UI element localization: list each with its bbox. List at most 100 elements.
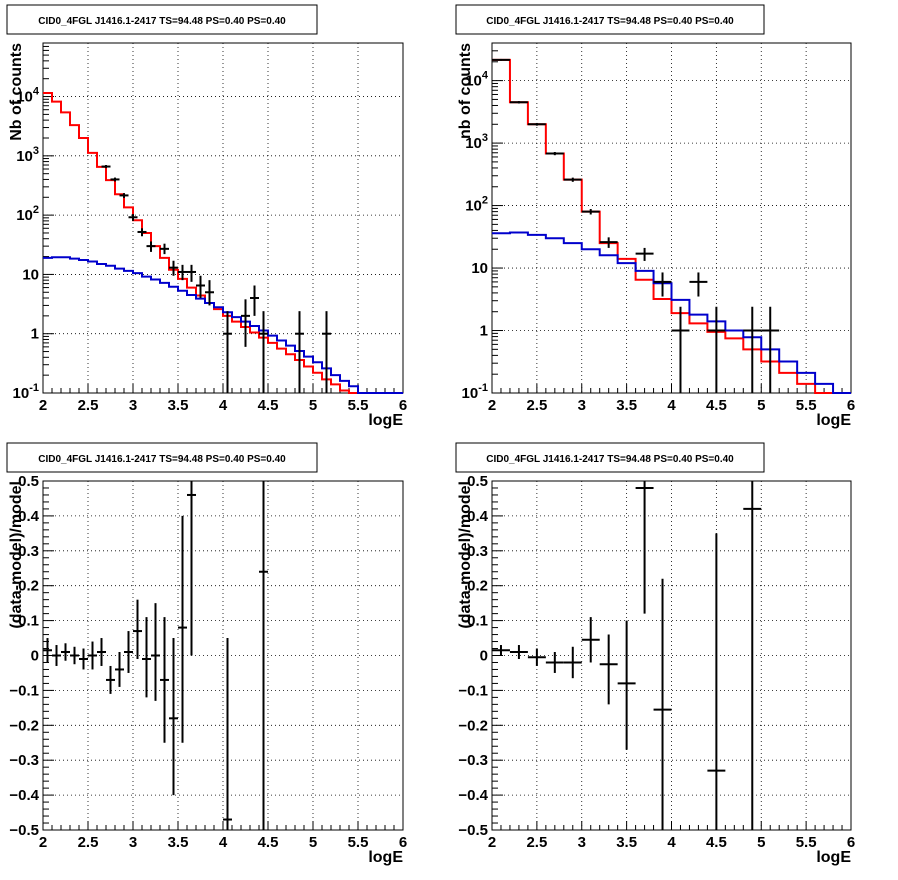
chart-title: CID0_4FGL J1416.1-2417 TS=94.48 PS=0.40 …: [38, 16, 286, 27]
x-tick-label: 3: [129, 834, 137, 851]
y-tick-label: 0.1: [18, 613, 39, 630]
model-component-line: [492, 231, 851, 394]
y-tick-label: −0.1: [458, 682, 488, 699]
data-point: [689, 272, 708, 297]
y-tick-label: −0.2: [458, 717, 488, 734]
x-tick-label: 4.5: [706, 397, 727, 414]
chart-panel-3: CID0_4FGL J1416.1-2417 TS=94.48 PS=0.40 …: [6, 442, 407, 866]
title-box: [6, 4, 318, 35]
data-point: [492, 645, 510, 656]
data-point: [88, 641, 97, 670]
x-tick-label: 6: [399, 834, 407, 851]
x-tick-label: 2: [488, 397, 496, 414]
chart-panel-1: CID0_4FGL J1416.1-2417 TS=94.48 PS=0.40 …: [6, 4, 407, 429]
x-tick-label: 4: [219, 834, 228, 851]
chart-title: CID0_4FGL J1416.1-2417 TS=94.48 PS=0.40 …: [486, 16, 734, 27]
data-point: [178, 264, 187, 281]
data-point: [707, 533, 726, 830]
x-tick-label: 3.5: [616, 834, 637, 851]
x-tick-label: 2: [39, 397, 47, 414]
y-tick-label: 103: [465, 132, 488, 152]
y-tick-label: −0.5: [458, 822, 488, 839]
y-tick-label: −0.5: [9, 822, 39, 839]
y-tick-label: 0.3: [467, 543, 488, 560]
data-point: [563, 646, 582, 679]
data-point: [241, 299, 250, 347]
x-tick-label: 5: [309, 397, 317, 414]
data-point: [142, 617, 151, 698]
x-tick-label: 6: [847, 834, 855, 851]
y-tick-label: 104: [16, 86, 40, 106]
y-tick-label: 0.1: [467, 613, 488, 630]
data-point: [653, 578, 672, 830]
x-tick-label: 4.5: [258, 397, 279, 414]
y-tick-label: 0.5: [18, 473, 39, 490]
y-tick-label: −0.2: [9, 717, 39, 734]
data-point: [52, 645, 61, 666]
x-tick-label: 2.5: [526, 834, 547, 851]
data-point: [70, 646, 79, 665]
x-tick-label: 2.5: [526, 397, 547, 414]
y-tick-label: 0.2: [467, 578, 488, 595]
title-box: [455, 4, 765, 35]
y-tick-label: 1: [31, 326, 39, 343]
x-tick-label: 4: [667, 397, 676, 414]
x-tick-label: 6: [847, 397, 855, 414]
data-point: [527, 122, 546, 126]
y-tick-label: 10-1: [462, 382, 488, 402]
data-point: [295, 311, 304, 393]
data-point: [509, 101, 528, 104]
x-tick-label: 2.5: [78, 397, 99, 414]
x-tick-label: 2: [488, 834, 496, 851]
y-tick-label: 10-1: [13, 382, 39, 402]
data-point: [671, 306, 690, 393]
data-point: [187, 481, 196, 656]
data-point: [223, 311, 232, 393]
data-point: [653, 272, 672, 297]
y-axis-label: (data-model)/model: [8, 481, 25, 629]
data-point: [101, 165, 111, 169]
x-tick-label: 5: [757, 397, 765, 414]
y-tick-label: 102: [465, 195, 488, 215]
x-tick-label: 5.5: [348, 834, 369, 851]
data-point: [322, 311, 331, 393]
y-tick-label: 102: [16, 204, 39, 224]
data-point: [635, 481, 654, 614]
x-axis-label: logE: [816, 412, 851, 429]
data-point: [43, 638, 52, 663]
data-point: [205, 280, 214, 306]
x-tick-label: 4.5: [706, 834, 727, 851]
data-point: [707, 306, 726, 393]
y-tick-label: 0: [31, 648, 39, 665]
y-tick-label: 0: [480, 648, 488, 665]
data-point: [617, 620, 636, 750]
data-point: [259, 311, 268, 393]
y-tick-label: 104: [465, 70, 489, 90]
data-point: [581, 209, 600, 215]
y-tick-label: −0.4: [9, 787, 39, 804]
x-tick-label: 2.5: [78, 834, 99, 851]
data-point: [635, 247, 654, 261]
x-tick-label: 3: [578, 397, 586, 414]
data-point: [492, 58, 510, 61]
y-tick-label: 1: [480, 323, 488, 340]
data-point: [160, 617, 169, 743]
data-point: [743, 306, 762, 393]
data-point: [527, 648, 546, 666]
title-box: [6, 442, 318, 473]
x-axis-label: logE: [368, 412, 403, 429]
x-axis-label: logE: [368, 849, 403, 866]
data-point: [160, 243, 169, 255]
data-point: [106, 665, 115, 694]
data-point: [151, 603, 160, 701]
data-point: [119, 193, 129, 198]
data-point: [137, 228, 147, 237]
data-point: [97, 638, 106, 666]
y-tick-label: −0.1: [9, 682, 39, 699]
y-tick-label: 0.3: [18, 543, 39, 560]
x-tick-label: 4: [219, 397, 228, 414]
y-tick-label: −0.3: [458, 752, 488, 769]
y-tick-label: 10: [471, 260, 488, 277]
